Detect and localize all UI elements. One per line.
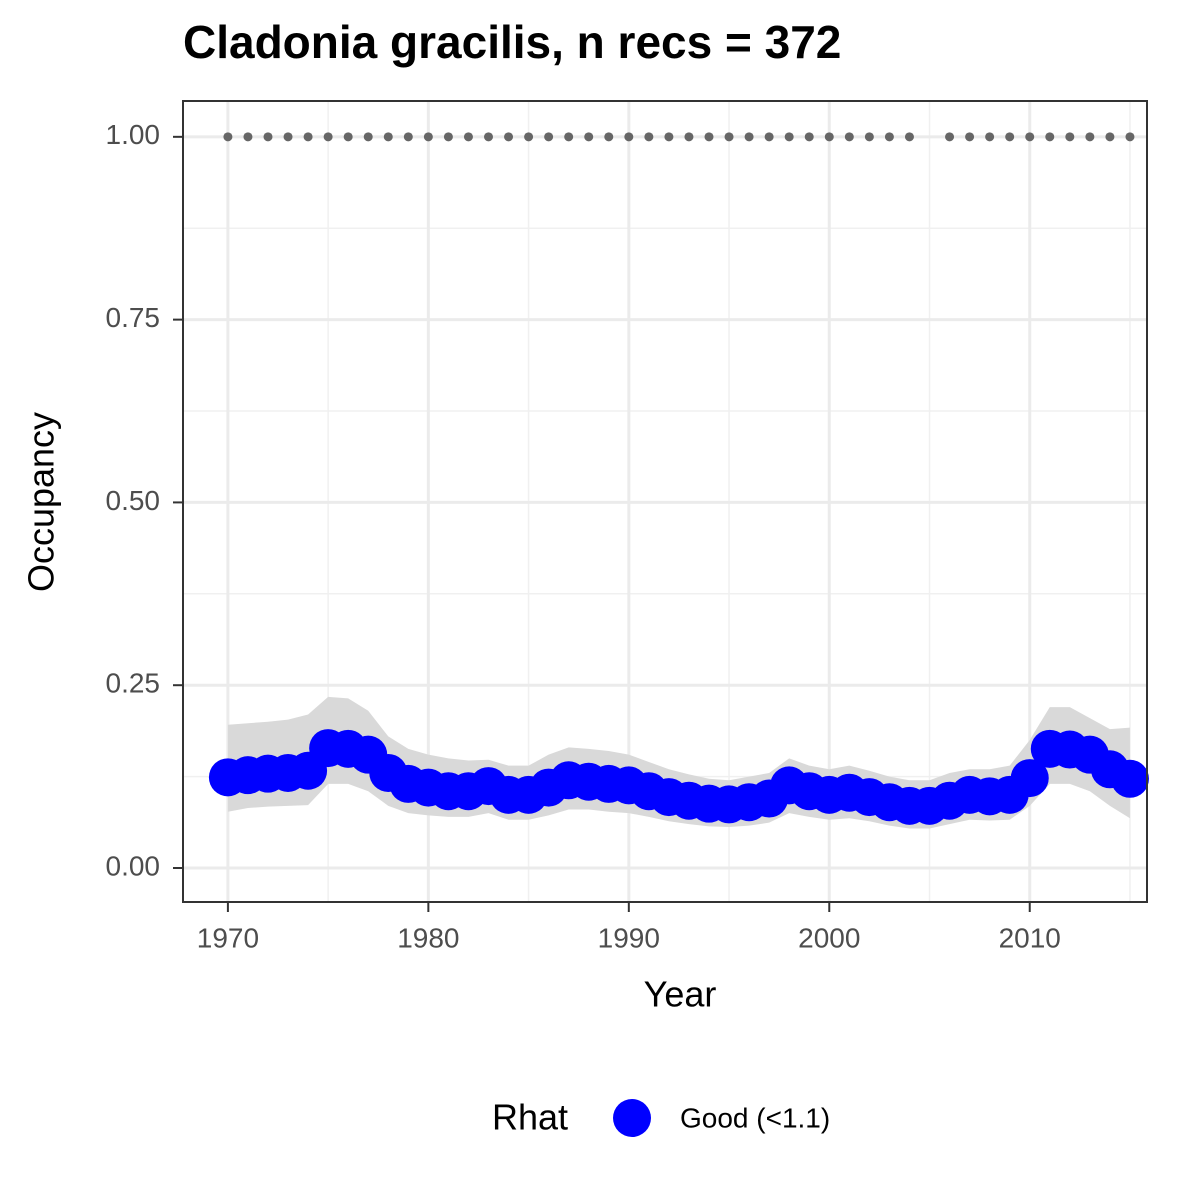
record-point xyxy=(283,132,293,142)
record-point xyxy=(544,132,554,142)
record-point xyxy=(724,132,734,142)
record-point xyxy=(644,132,654,142)
record-point xyxy=(564,132,574,142)
record-point xyxy=(864,132,874,142)
y-tick-label: 0.50 xyxy=(106,485,161,516)
record-point xyxy=(664,132,674,142)
legend-title: Rhat xyxy=(492,1097,568,1138)
record-point xyxy=(243,132,253,142)
plot-area xyxy=(208,132,1149,829)
record-point xyxy=(403,132,413,142)
record-point xyxy=(363,132,373,142)
record-point xyxy=(1025,132,1035,142)
record-point xyxy=(263,132,273,142)
record-point xyxy=(884,132,894,142)
record-point xyxy=(604,132,614,142)
record-point xyxy=(584,132,594,142)
record-point xyxy=(764,132,774,142)
legend-swatch xyxy=(613,1099,651,1137)
y-tick-label: 1.00 xyxy=(106,119,161,150)
x-tick-label: 2010 xyxy=(999,922,1061,953)
y-axis-title: Occupancy xyxy=(21,412,62,592)
record-point xyxy=(784,132,794,142)
record-point xyxy=(945,132,955,142)
y-tick-label: 0.75 xyxy=(106,302,161,333)
y-tick-label: 0.00 xyxy=(106,850,161,881)
record-point xyxy=(624,132,634,142)
record-point xyxy=(704,132,714,142)
record-point xyxy=(323,132,333,142)
record-point xyxy=(1045,132,1055,142)
record-point xyxy=(483,132,493,142)
occupancy-point xyxy=(1010,759,1049,798)
x-tick-label: 1970 xyxy=(197,922,259,953)
x-tick-label: 2000 xyxy=(798,922,860,953)
axes: 1970 1980 1990 2000 2010 0.00 0.25 0.50 0.75 1.00 xyxy=(106,119,1061,953)
record-point xyxy=(844,132,854,142)
record-point xyxy=(684,132,694,142)
record-point xyxy=(1005,132,1015,142)
record-point xyxy=(744,132,754,142)
record-point xyxy=(904,132,914,142)
record-point xyxy=(423,132,433,142)
record-point xyxy=(383,132,393,142)
record-point xyxy=(965,132,975,142)
y-tick-label: 0.25 xyxy=(106,668,161,699)
record-point xyxy=(303,132,313,142)
legend: Rhat Good (<1.1) xyxy=(492,1097,830,1138)
record-point xyxy=(443,132,453,142)
record-point xyxy=(985,132,995,142)
record-point xyxy=(343,132,353,142)
record-point xyxy=(1085,132,1095,142)
x-tick-label: 1990 xyxy=(598,922,660,953)
x-tick-label: 1980 xyxy=(397,922,459,953)
record-point xyxy=(824,132,834,142)
record-point xyxy=(463,132,473,142)
record-point xyxy=(223,132,233,142)
record-point xyxy=(1125,132,1135,142)
record-point xyxy=(1065,132,1075,142)
x-axis-title: Year xyxy=(644,974,717,1015)
legend-label: Good (<1.1) xyxy=(680,1102,830,1133)
occupancy-point xyxy=(1110,759,1149,798)
record-point xyxy=(524,132,534,142)
record-point xyxy=(1105,132,1115,142)
chart-title: Cladonia gracilis, n recs = 372 xyxy=(183,16,841,68)
record-point xyxy=(504,132,514,142)
record-point xyxy=(804,132,814,142)
